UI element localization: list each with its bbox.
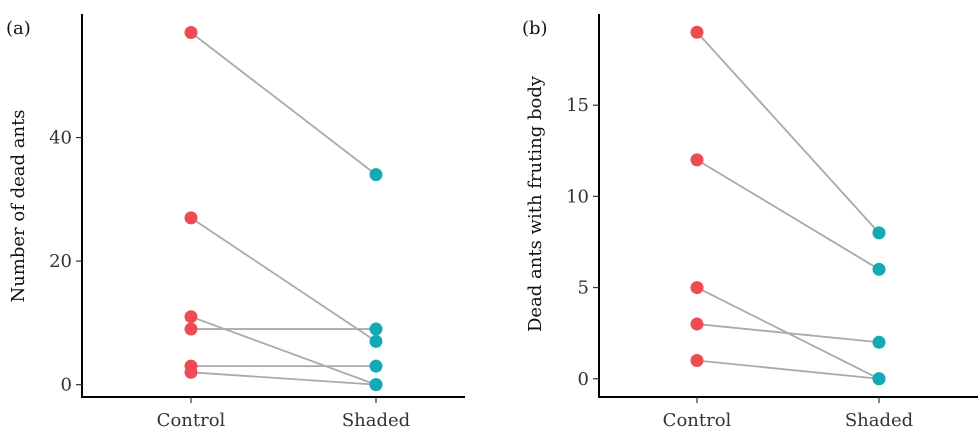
panel-a-pair-line [190, 31, 377, 176]
panel-a-control-point [184, 365, 198, 379]
panel-b-y-tick-label: 10 [566, 186, 589, 207]
panel-a-pair-lines [190, 31, 377, 386]
panel-b-pair-line [696, 359, 880, 380]
panel-a-y-tick-label: 40 [49, 128, 72, 149]
panel-b-y-tick-label: 15 [566, 95, 589, 116]
panel-b-control-point [690, 281, 704, 295]
panel-b-pair-line [696, 323, 880, 344]
panel-a-x-tick-label-control: Control [157, 410, 226, 431]
panel-b-control-point [690, 317, 704, 331]
panel-a-points [184, 26, 383, 392]
panel-a-control-point [184, 322, 198, 336]
panel-a-shaded-point [369, 322, 383, 336]
panel-b-shaded-point [872, 262, 886, 276]
panel-b-pair-lines [696, 31, 880, 380]
panel-b-pair-line [696, 159, 880, 271]
panel-b-x-tick-label-control: Control [663, 410, 732, 431]
panel-a-shaded-point [369, 378, 383, 392]
panel-a-shaded-point [369, 359, 383, 373]
panel-a-pair-line [190, 371, 377, 386]
panel-a-shaded-point [369, 168, 383, 182]
panel-a-shaded-point [369, 334, 383, 348]
panel-b-control-point [690, 25, 704, 39]
panel-b-control-point [690, 354, 704, 368]
panel-a-y-tick-label: 20 [49, 251, 72, 272]
panel-b-ticks: 0 5 10 15 Control Shaded [566, 95, 913, 431]
panel-a: (a) Number of dead ants 0 20 40 Control Shad… [6, 14, 465, 431]
panel-b: (b) Dead ants with fruting body 0 5 10 15 Co… [522, 14, 978, 431]
panel-b-y-axis-title: Dead ants with fruting body [525, 75, 546, 332]
panel-b-control-point [690, 153, 704, 167]
panel-b-x-tick-label-shaded: Shaded [845, 410, 913, 431]
panel-a-control-point [184, 310, 198, 324]
panel-a-y-tick-label: 0 [61, 375, 72, 396]
panel-b-label: (b) [522, 18, 548, 39]
panel-a-pair-line [190, 315, 377, 386]
panel-b-shaded-point [872, 335, 886, 349]
panel-b-shaded-point [872, 372, 886, 386]
panel-b-shaded-point [872, 226, 886, 240]
panel-b-pair-line [696, 31, 880, 234]
panel-a-label: (a) [6, 18, 31, 39]
panel-a-y-axis-title: Number of dead ants [8, 109, 29, 302]
panel-a-control-point [184, 211, 198, 225]
panel-b-y-tick-label: 0 [578, 369, 589, 390]
panel-a-control-point [184, 26, 198, 40]
panel-a-ticks: 0 20 40 Control Shaded [49, 128, 410, 431]
panel-a-pair-line [190, 217, 377, 343]
panel-b-y-tick-label: 5 [578, 278, 589, 299]
panel-a-x-tick-label-shaded: Shaded [342, 410, 410, 431]
panel-b-points [690, 25, 886, 386]
